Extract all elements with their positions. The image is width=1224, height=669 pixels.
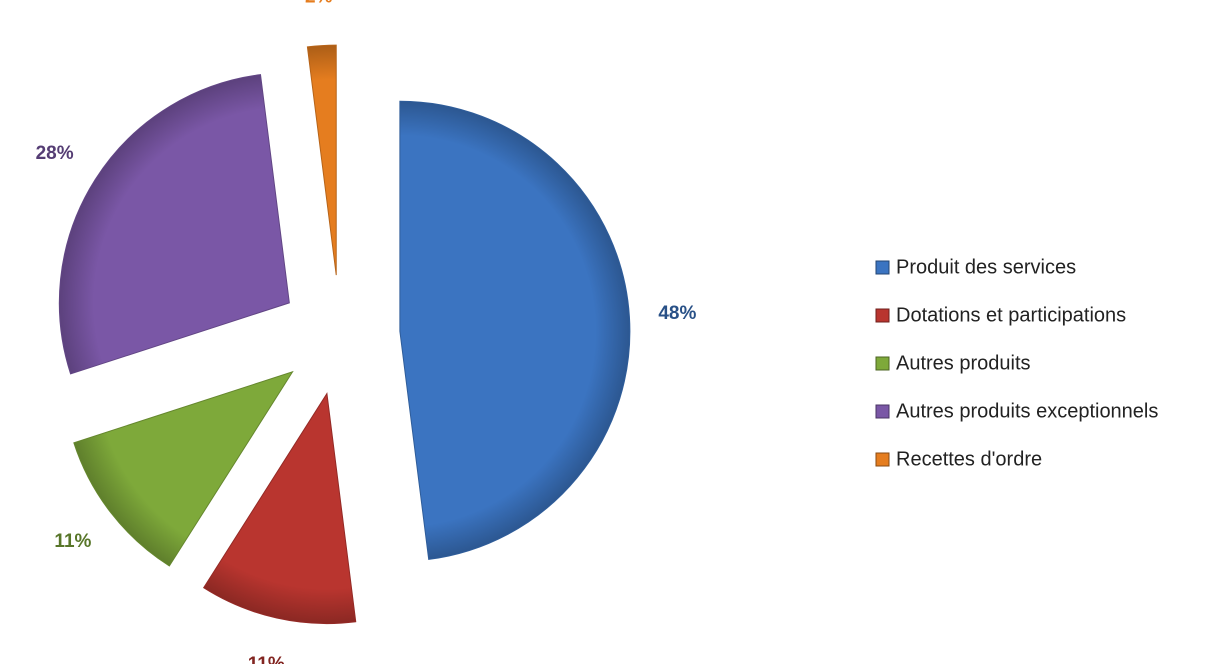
data-labels: 48% 11% 11% 28% 2% [36,0,697,669]
pie-slice [73,370,294,567]
pie [58,44,631,625]
data-label: 11% [248,654,285,664]
pie-slice [399,100,631,560]
pie-slice [306,44,337,276]
legend-swatch [875,308,890,323]
data-label: 28% [36,143,74,164]
legend-swatch [875,260,890,275]
legend-swatch [875,452,890,467]
legend-label: Produit des services [896,256,1076,278]
data-label: 11% [54,531,91,552]
legend-swatch [875,356,890,371]
pie-slice [202,392,357,625]
legend-label: Autres produits [896,352,1031,374]
legend: Produit des services Dotations et partici… [875,256,1158,470]
data-label: 48% [658,303,696,324]
legend-label: Recettes d'ordre [896,448,1042,470]
legend-label: Dotations et participations [896,304,1126,326]
pie-slice [58,74,290,375]
data-label: 2% [305,0,333,8]
legend-swatch [875,404,890,419]
legend-label: Autres produits exceptionnels [896,400,1158,422]
